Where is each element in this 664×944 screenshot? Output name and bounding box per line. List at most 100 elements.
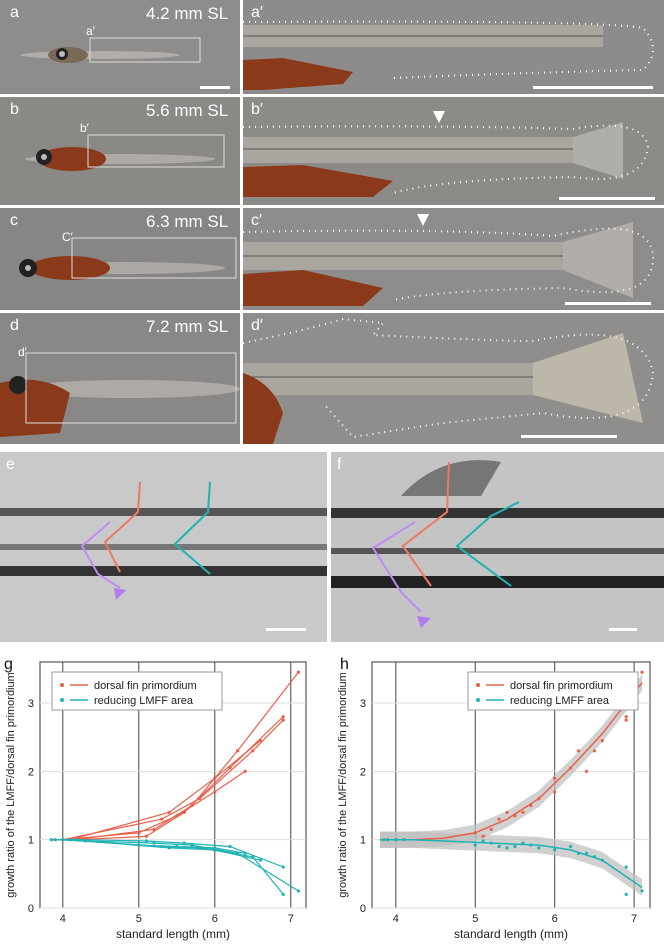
data-point: [576, 851, 581, 855]
data-point: [497, 844, 501, 849]
data-point: [160, 817, 164, 821]
zoom-panel-a: a′: [243, 0, 664, 94]
legend-entry: dorsal fin primordium: [510, 680, 613, 692]
data-point: [281, 718, 285, 722]
fit-line-dorsal: [379, 682, 643, 841]
legend-entry: dorsal fin primordium: [94, 680, 197, 692]
chart-h: 4 5 6 7 0 1 2 3 standard length (mm) growth ratio…: [337, 661, 651, 941]
data-point: [198, 797, 202, 801]
photo-panel-d: d d′ 7.2 mm SL: [0, 313, 240, 444]
data-point: [624, 718, 628, 722]
inset-label-c: C′: [62, 230, 73, 244]
panel-label-f: f: [337, 456, 342, 473]
data-point: [553, 848, 557, 852]
photo-panel-b: b b′ 5.6 mm SL: [0, 97, 240, 205]
larva-whole-d: [0, 352, 240, 437]
y-tick-label: 0: [360, 903, 366, 915]
data-point: [53, 838, 57, 842]
data-point: [228, 766, 232, 770]
y-axis-label: growth ratio of the LMFF/dorsal fin prim…: [5, 672, 17, 898]
data-point: [382, 838, 386, 842]
y-tick-label: 1: [360, 835, 366, 847]
data-point: [497, 817, 501, 821]
fit-line-lmff: [379, 838, 643, 889]
zoom-label-a: a′: [251, 4, 263, 21]
data-point: [624, 715, 628, 719]
data-point: [281, 715, 285, 719]
data-point: [61, 838, 65, 842]
x-tick-label: 4: [60, 913, 66, 925]
photo-panel-a: a a′ 4.2 mm SL: [0, 0, 240, 94]
zoom-larva-a: [243, 20, 654, 90]
zoom-panel-c: c′: [243, 208, 664, 310]
data-point: [505, 810, 509, 814]
data-point: [529, 803, 533, 808]
x-tick-label: 7: [631, 913, 637, 925]
data-point: [394, 838, 398, 842]
data-point: [152, 841, 156, 845]
chart-g: 4 5 6 7 0 1 2 3 standard length (mm) growth ratio…: [5, 661, 307, 941]
data-point: [258, 858, 262, 862]
data-point: [473, 831, 477, 835]
x-axis-label: standard length (mm): [454, 927, 568, 941]
confidence-band: [379, 674, 643, 848]
zoom-panel-b: b′: [243, 97, 664, 205]
data-point: [281, 892, 285, 896]
data-point: [167, 846, 171, 850]
x-tick-label: 7: [288, 913, 294, 925]
zoom-panel-d: d′: [243, 313, 664, 444]
length-c: 6.3 mm SL: [146, 212, 229, 231]
x-axis-label: standard length (mm): [116, 927, 230, 941]
data-point: [243, 769, 247, 773]
legend-marker: [60, 698, 64, 702]
data-point: [137, 831, 141, 835]
data-point: [296, 670, 300, 674]
y-tick-label: 3: [28, 698, 34, 710]
panel-label-e: e: [6, 456, 15, 473]
data-point: [624, 892, 628, 896]
y-tick-label: 3: [360, 698, 366, 710]
lmff-image-f: [331, 460, 664, 631]
photo-panel-c: c C′ 6.3 mm SL: [0, 208, 240, 310]
series-line: [70, 740, 261, 841]
legend-marker: [476, 683, 480, 687]
data-point: [584, 851, 589, 855]
data-point: [167, 810, 171, 814]
data-point: [258, 738, 262, 743]
data-point: [296, 889, 300, 893]
data-point: [68, 838, 72, 842]
data-point: [624, 865, 628, 869]
zoom-larva-c: [243, 214, 655, 306]
data-point: [553, 776, 557, 780]
data-point: [243, 851, 247, 855]
data-point: [481, 839, 485, 843]
data-point: [529, 843, 533, 847]
legend-marker: [476, 698, 480, 702]
data-point: [568, 844, 573, 849]
inset-label-a: a′: [86, 24, 95, 38]
data-point: [281, 865, 285, 869]
data-point: [592, 855, 596, 859]
y-tick-label: 1: [28, 835, 34, 847]
data-point: [213, 790, 217, 794]
data-point: [175, 814, 179, 818]
x-tick-label: 5: [472, 913, 478, 925]
panel-label-c: c: [10, 212, 18, 229]
data-point: [584, 769, 589, 773]
data-point: [213, 848, 217, 852]
photo-panel-e: e: [0, 452, 327, 642]
zoom-larva-b: [243, 111, 655, 200]
length-d: 7.2 mm SL: [146, 317, 229, 336]
zoom-larva-d: [243, 317, 655, 444]
data-point: [640, 889, 644, 893]
x-tick-label: 6: [212, 913, 218, 925]
inset-label-b: b′: [80, 121, 89, 135]
data-point: [144, 839, 148, 843]
data-point: [537, 846, 541, 850]
data-point: [190, 843, 194, 847]
data-point: [152, 827, 156, 832]
length-b: 5.6 mm SL: [146, 101, 229, 120]
data-point: [144, 834, 148, 838]
data-point: [213, 776, 217, 780]
data-point: [513, 814, 517, 818]
